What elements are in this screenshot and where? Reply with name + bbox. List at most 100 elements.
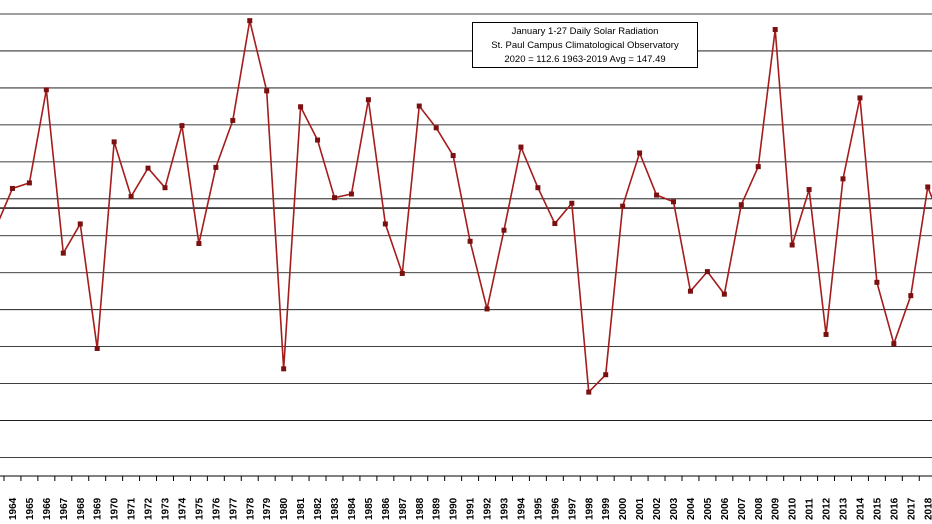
data-point-1973: [162, 185, 168, 191]
data-point-2012: [823, 331, 829, 337]
x-tick-label: 1964: [8, 497, 19, 520]
x-tick-label: 1969: [93, 497, 104, 520]
data-point-1984: [348, 191, 354, 197]
x-tick-label: 2000: [618, 497, 629, 520]
data-point-1979: [264, 88, 270, 94]
x-tick-label: 1973: [161, 497, 172, 520]
data-point-2018: [925, 184, 931, 190]
x-tick-label: 1968: [76, 497, 87, 520]
data-point-1977: [230, 117, 236, 123]
x-tick-label: 1971: [127, 497, 138, 520]
data-point-1989: [433, 125, 439, 131]
x-tick-label: 1995: [533, 497, 544, 520]
x-tick-label: 1978: [245, 497, 256, 520]
data-point-1972: [145, 165, 151, 171]
data-point-2008: [755, 164, 761, 170]
data-point-1983: [332, 195, 337, 201]
x-tick-label: 2018: [923, 497, 932, 520]
data-point-2002: [654, 192, 660, 198]
data-point-1992: [484, 306, 490, 312]
data-point-1987: [399, 270, 405, 276]
data-point-2013: [840, 176, 846, 182]
data-point-1981: [298, 104, 304, 110]
x-tick-label: 1985: [364, 497, 375, 520]
data-point-1986: [382, 221, 388, 227]
x-tick-label: 2013: [839, 497, 850, 520]
x-tick-label: 1991: [466, 497, 477, 520]
x-tick-label: 1990: [449, 497, 460, 520]
data-point-1985: [365, 97, 371, 103]
data-point-2009: [772, 27, 778, 33]
data-point-1966: [43, 87, 49, 93]
data-point-1975: [196, 241, 202, 247]
x-tick-label: 1993: [500, 497, 511, 520]
grid-lines: [0, 13, 932, 458]
data-point-2005: [704, 269, 710, 275]
x-tick-label: 1988: [415, 497, 426, 520]
data-point-1969: [94, 345, 100, 351]
data-point-1995: [535, 185, 541, 191]
data-point-1974: [179, 123, 185, 129]
x-tick-label: 1976: [211, 497, 222, 520]
data-point-1994: [518, 144, 524, 150]
chart-title-line-3: 2020 = 112.6 1963-2019 Avg = 147.49: [504, 54, 666, 65]
data-point-2015: [874, 279, 880, 285]
data-point-2017: [908, 293, 914, 299]
data-point-1970: [111, 139, 117, 145]
data-point-1990: [450, 153, 456, 159]
x-tick-label: 2012: [822, 497, 833, 520]
x-tick-labels: 1964 1965 1966 1967 1968 1969 1970 1971 1972 1973…: [8, 497, 932, 520]
data-point-2016: [891, 341, 897, 347]
data-point-1965: [26, 180, 32, 186]
chart-title-box: January 1-27 Daily Solar Radiation St. P…: [472, 22, 698, 68]
data-point-2001: [637, 150, 643, 156]
data-point-1967: [60, 250, 66, 256]
x-tick-label: 1998: [584, 497, 595, 520]
data-point-1991: [467, 238, 473, 244]
data-point-1999: [603, 372, 609, 378]
data-point-2003: [671, 199, 676, 205]
series-line: [0, 20, 932, 394]
x-tick-label: 1966: [42, 497, 53, 520]
data-point-1968: [77, 221, 83, 227]
x-tick-label: 1981: [296, 497, 307, 520]
x-tick-label: 1977: [228, 497, 239, 520]
x-tick-label: 2006: [720, 497, 731, 520]
x-tick-label: 1979: [262, 497, 273, 520]
x-tick-label: 2002: [652, 497, 663, 520]
x-tick-label: 1999: [601, 497, 612, 520]
x-tick-label: 1970: [110, 497, 121, 520]
data-point-1988: [416, 103, 422, 109]
x-tick-label: 1989: [432, 497, 443, 520]
x-tick-label: 1986: [381, 497, 392, 520]
x-tick-label: 1984: [347, 497, 358, 520]
x-tick-label: 1992: [483, 497, 494, 520]
x-tick-label: 1972: [144, 497, 155, 520]
data-point-2010: [789, 242, 795, 248]
x-tick-label: 2009: [771, 497, 782, 520]
x-tick-label: 1982: [313, 497, 324, 520]
x-tick-label: 1994: [516, 497, 527, 520]
data-point-1980: [281, 366, 287, 372]
x-tick-label: 2017: [906, 497, 917, 520]
data-point-2014: [857, 95, 863, 101]
x-tick-label: 1980: [279, 497, 290, 520]
x-tick-label: 2015: [872, 497, 883, 520]
x-axis: [0, 475, 932, 481]
x-tick-label: 2005: [703, 497, 714, 520]
x-tick-label: 2004: [686, 497, 697, 520]
x-tick-label: 1997: [567, 497, 578, 520]
data-point-2007: [738, 202, 744, 208]
x-tick-label: 2008: [754, 497, 765, 520]
x-tick-label: 1983: [330, 497, 341, 520]
data-point-1993: [501, 227, 507, 233]
x-tick-label: 1965: [25, 497, 36, 520]
data-point-2004: [687, 288, 693, 294]
data-point-1971: [128, 194, 134, 200]
chart-title-line-2: St. Paul Campus Climatological Observato…: [491, 40, 679, 51]
data-point-1976: [213, 164, 219, 170]
data-point-1997: [569, 200, 575, 206]
x-tick-label: 2010: [788, 497, 799, 520]
x-tick-label: 2014: [855, 497, 866, 520]
x-tick-label: 1996: [550, 497, 561, 520]
